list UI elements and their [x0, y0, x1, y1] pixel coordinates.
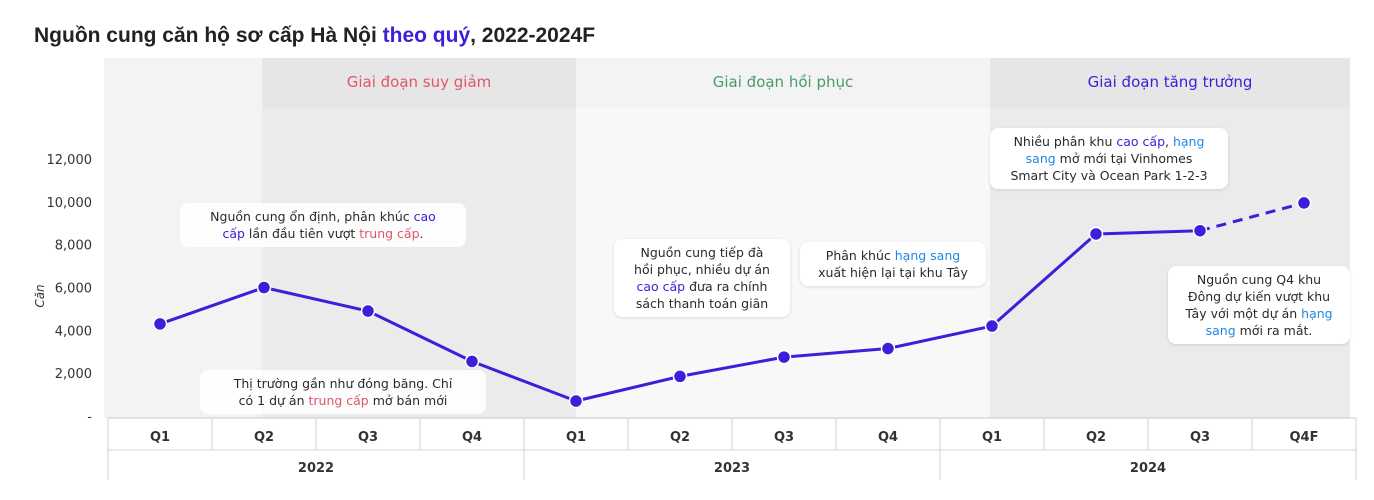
x-tick-label: Q1 — [566, 430, 586, 445]
y-tick-label: - — [87, 410, 92, 425]
x-tick-label: Q1 — [150, 430, 170, 445]
annotation-luxury-west: Phân khúc hạng sang xuất hiện lại tại kh… — [800, 242, 986, 286]
x-tick-label: Q4 — [462, 430, 482, 445]
x-tick-label: Q2 — [1086, 430, 1106, 445]
chart-title: Nguồn cung căn hộ sơ cấp Hà Nội theo quý… — [34, 24, 595, 47]
x-tick-label: Q1 — [982, 430, 1002, 445]
data-point — [256, 280, 272, 295]
x-tick-label: Q3 — [774, 430, 794, 445]
y-tick-label: 10,000 — [47, 196, 93, 211]
y-axis: - 2,000 4,000 6,000 8,000 10,000 12,000 — [47, 153, 93, 425]
chart-title-highlight: theo quý — [383, 24, 471, 47]
x-tick-label: Q3 — [1190, 430, 1210, 445]
y-tick-label: 8,000 — [55, 239, 92, 254]
y-tick-label: 6,000 — [55, 282, 92, 297]
data-point — [360, 303, 376, 319]
y-axis-label: Căn — [33, 284, 47, 307]
data-point — [568, 393, 584, 409]
data-point — [672, 369, 688, 384]
x-axis: Q1 Q2 Q3 Q4 Q1 Q2 Q3 Q4 Q1 Q2 Q3 Q4F 2022 2023 2024 — [107, 417, 1357, 480]
data-point — [1296, 195, 1312, 211]
series-supply — [152, 195, 1312, 409]
data-point — [984, 318, 1000, 334]
x-year-label: 2023 — [714, 461, 750, 476]
x-tick-label: Q4 — [878, 430, 898, 445]
data-point — [152, 316, 168, 332]
x-tick-label: Q2 — [670, 430, 690, 445]
y-tick-label: 4,000 — [55, 324, 92, 339]
x-year-label: 2022 — [298, 461, 334, 476]
phase-decline-label: Giai đoạn suy giảm — [347, 73, 492, 91]
annotation-new-subdivisions: Nhiều phân khu cao cấp, hạng sang mở mới… — [990, 128, 1228, 189]
chart-title-part1: Nguồn cung căn hộ sơ cấp Hà Nội — [34, 24, 383, 47]
phase-recovery-label: Giai đoạn hồi phục — [713, 73, 854, 91]
annotation-stable-supply: Nguồn cung ổn định, phân khúc cao cấp lầ… — [180, 203, 466, 247]
x-tick-label: Q2 — [254, 430, 274, 445]
phase-labels: Giai đoạn suy giảm Giai đoạn hồi phục Gi… — [347, 73, 1253, 91]
x-year-label: 2024 — [1130, 461, 1166, 476]
data-point — [776, 349, 792, 365]
phase-growth-label: Giai đoạn tăng trưởng — [1088, 73, 1253, 91]
y-tick-label: 2,000 — [55, 367, 92, 382]
x-tick-label: Q4F — [1290, 430, 1319, 445]
data-point — [464, 354, 480, 369]
annotation-frozen-market: Thị trường gần như đóng băng. Chỉ có 1 d… — [200, 370, 486, 414]
annotation-q4-forecast: Nguồn cung Q4 khu Đông dự kiến vượt khu … — [1168, 266, 1350, 344]
data-point — [1192, 223, 1208, 238]
y-tick-label: 12,000 — [47, 153, 93, 168]
data-point — [1088, 226, 1104, 242]
x-tick-label: Q3 — [358, 430, 378, 445]
data-point — [880, 341, 896, 356]
background-bands — [104, 58, 1350, 418]
series-line-forecast — [1199, 201, 1305, 233]
annotation-recovery: Nguồn cung tiếp đà hồi phục, nhiều dự án… — [614, 239, 790, 317]
chart-title-part3: , 2022-2024F — [470, 24, 595, 47]
